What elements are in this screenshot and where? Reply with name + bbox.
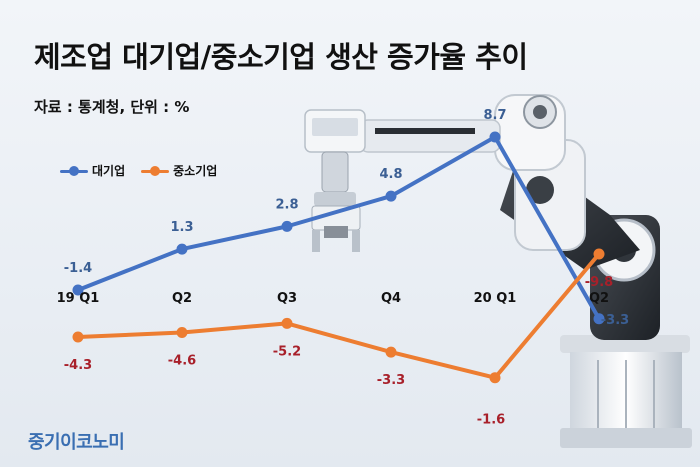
- legend-item-small: 중소기업: [141, 162, 217, 179]
- data-point-small-5: [593, 248, 605, 260]
- x-tick-label-2: Q3: [277, 291, 297, 306]
- x-tick-label-3: Q4: [381, 291, 401, 306]
- legend-label-large: 대기업: [92, 164, 126, 178]
- legend-swatch-small: [141, 165, 170, 177]
- data-point-small-2: [281, 317, 293, 329]
- legend-swatch-large: [60, 165, 88, 177]
- data-label-large-0: -1.4: [64, 261, 92, 276]
- x-tick-label-1: Q2: [172, 291, 192, 306]
- data-label-small-4: -1.6: [477, 413, 505, 428]
- data-label-small-5: -9.8: [585, 275, 613, 290]
- data-point-small-4: [489, 372, 501, 384]
- data-label-small-0: -4.3: [64, 358, 92, 373]
- data-point-large-1: [176, 243, 188, 255]
- data-point-large-5: [593, 313, 605, 325]
- brand-logo-text: 중기이코노미: [28, 432, 125, 453]
- x-tick-label-4: 20 Q1: [474, 291, 517, 306]
- series-line-large: [76, 135, 601, 321]
- data-label-large-4: 8.7: [483, 108, 506, 123]
- data-point-small-0: [72, 331, 84, 343]
- data-label-large-2: 2.8: [275, 197, 298, 212]
- data-point-small-3: [385, 346, 397, 358]
- series-line-small: [76, 252, 601, 380]
- data-label-large-3: 4.8: [379, 167, 402, 182]
- data-label-large-5: -3.3: [601, 313, 629, 328]
- chart-legend: 대기업 중소기업: [60, 162, 217, 179]
- data-point-large-4: [489, 131, 501, 143]
- data-label-large-1: 1.3: [170, 220, 193, 235]
- data-point-large-3: [385, 190, 397, 202]
- data-label-small-1: -4.6: [168, 353, 196, 368]
- chart-subtitle: 자료 : 통계청, 단위 : %: [34, 98, 190, 116]
- data-label-small-3: -3.3: [377, 373, 405, 388]
- x-tick-label-0: 19 Q1: [57, 291, 100, 306]
- data-point-small-1: [176, 326, 188, 338]
- page-title: 제조업 대기업/중소기업 생산 증가율 추이: [34, 40, 528, 74]
- x-tick-label-5: Q2: [589, 291, 609, 306]
- data-label-small-2: -5.2: [273, 344, 301, 359]
- legend-item-large: 대기업: [60, 162, 125, 179]
- data-point-large-2: [281, 220, 293, 232]
- legend-label-small: 중소기업: [173, 164, 218, 178]
- data-point-large-0: [72, 284, 84, 296]
